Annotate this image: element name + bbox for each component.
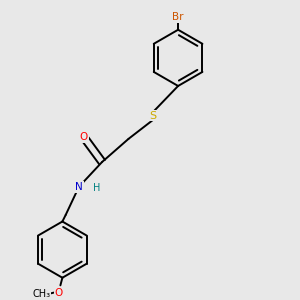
Text: O: O (54, 288, 62, 298)
Text: N: N (75, 182, 83, 192)
Text: Br: Br (172, 12, 184, 22)
Text: O: O (80, 132, 88, 142)
Text: CH₃: CH₃ (32, 289, 50, 299)
Text: S: S (150, 111, 157, 121)
Text: H: H (93, 184, 101, 194)
